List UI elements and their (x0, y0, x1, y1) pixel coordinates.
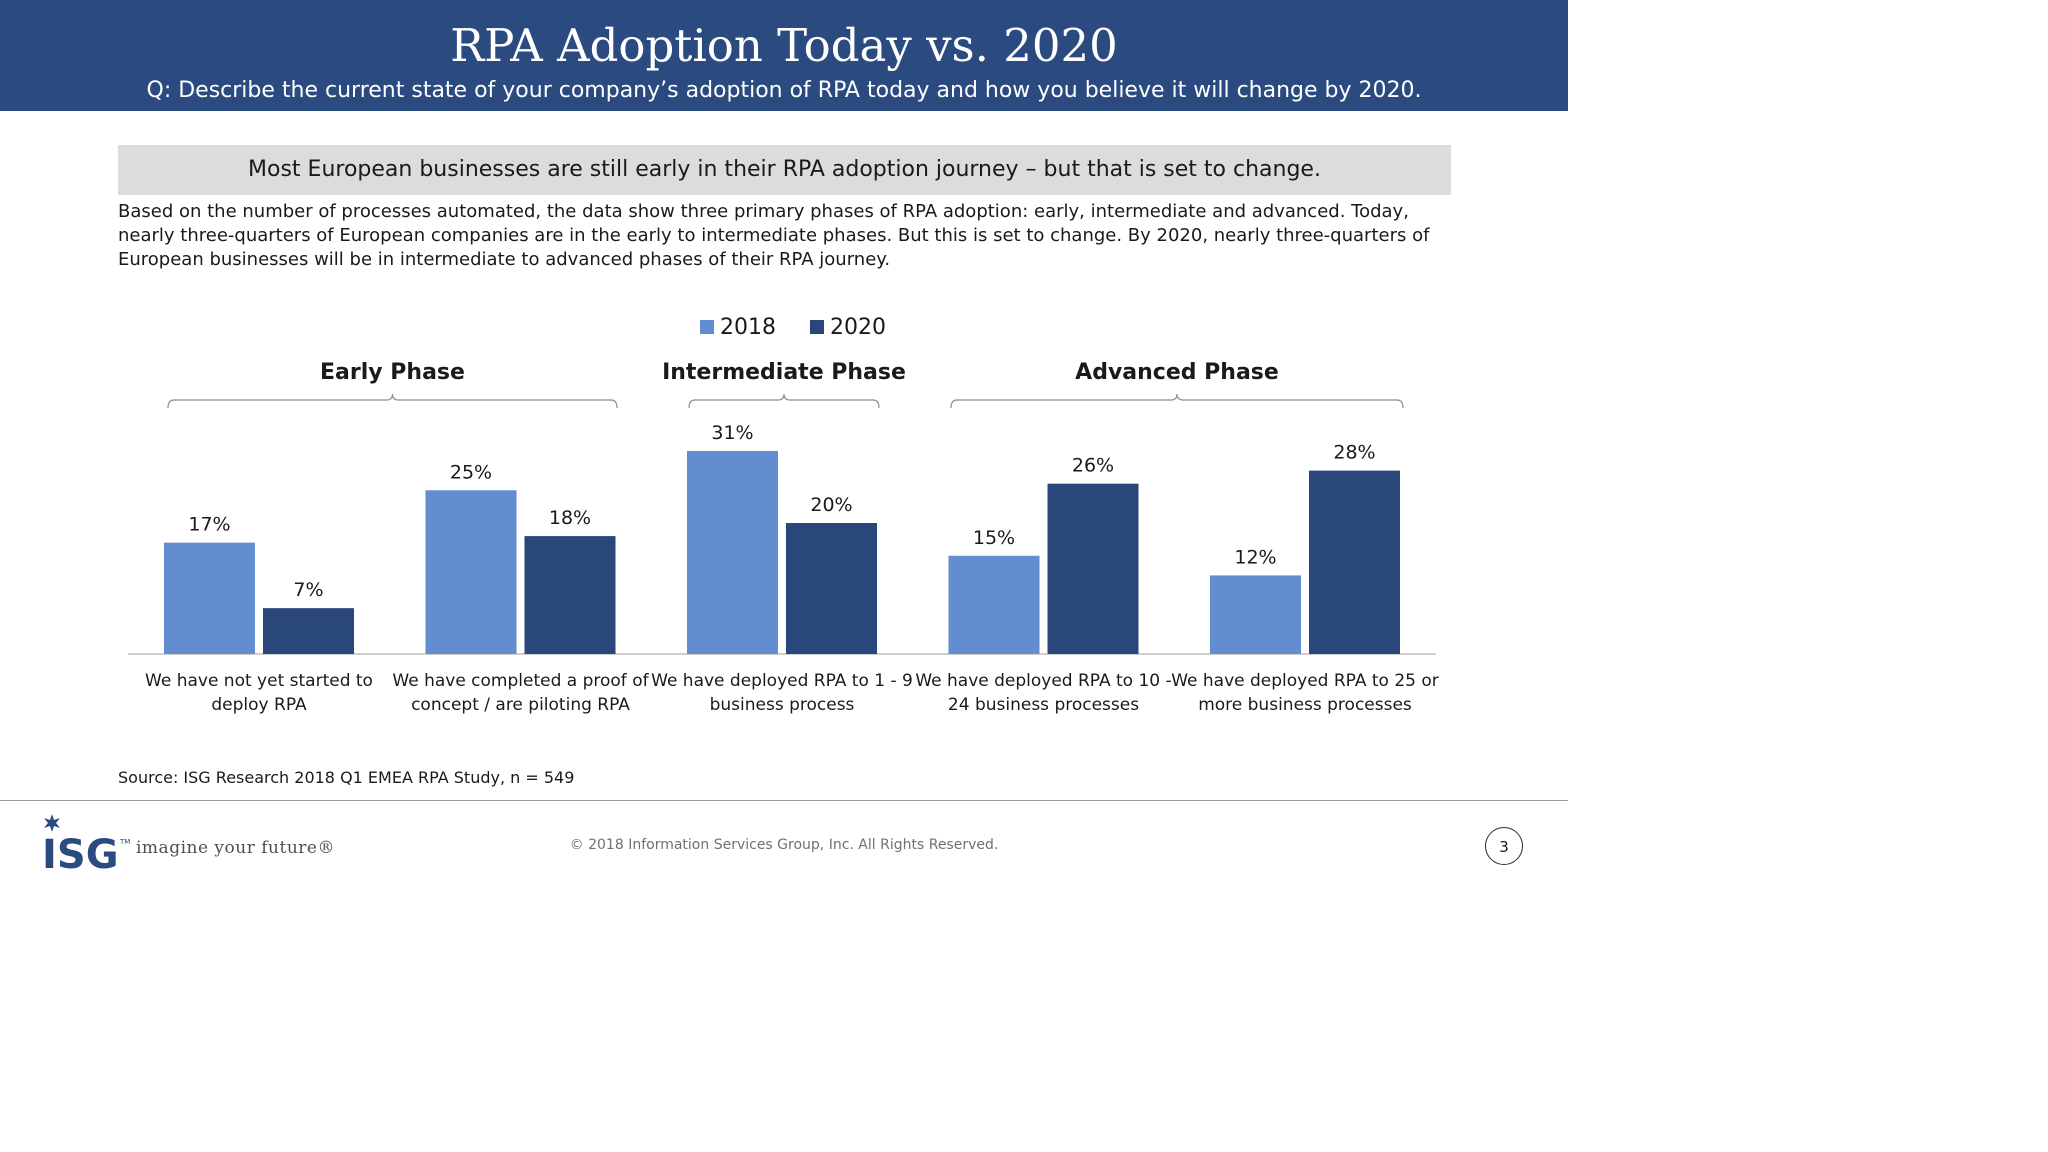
legend-label-2020: 2020 (830, 314, 886, 340)
phase-brace (688, 393, 880, 409)
data-label: 20% (810, 494, 852, 516)
svg-text:TM: TM (119, 838, 130, 846)
phase-label: Early Phase (320, 360, 465, 385)
tagline: imagine your future® (136, 838, 335, 858)
bar-2018 (948, 555, 1040, 654)
footer-divider (0, 800, 1568, 801)
chart-legend: 2018 2020 (700, 312, 920, 342)
description-paragraph: Based on the number of processes automat… (118, 200, 1448, 272)
category-label: We have not yet started to (145, 671, 373, 691)
bar-2018 (164, 542, 255, 654)
phase-brace (950, 393, 1404, 409)
data-label: 26% (1072, 455, 1114, 477)
page-number: 3 (1485, 827, 1523, 865)
bar-2020 (263, 608, 354, 654)
legend-item-2018: 2018 (700, 315, 776, 340)
data-label: 15% (973, 527, 1015, 549)
bar-2020 (1309, 470, 1400, 654)
key-finding-banner: Most European businesses are still early… (118, 145, 1451, 195)
data-label: 12% (1234, 546, 1276, 568)
phase-label: Intermediate Phase (662, 360, 906, 385)
category-label: concept / are piloting RPA (411, 695, 630, 715)
bar-2018 (425, 490, 517, 654)
svg-text:ISG: ISG (42, 832, 119, 872)
data-label: 17% (188, 514, 230, 536)
category-label: deploy RPA (211, 695, 307, 715)
data-label: 18% (549, 507, 591, 529)
bar-2018 (1210, 575, 1301, 654)
legend-label-2018: 2018 (720, 314, 776, 340)
legend-swatch-2018 (700, 320, 714, 334)
category-label: business process (710, 695, 855, 715)
bar-2018 (687, 450, 778, 654)
phase-brace (167, 393, 618, 409)
category-label: more business processes (1198, 695, 1412, 715)
bar-2020 (1047, 483, 1139, 654)
category-label: We have deployed RPA to 1 - 9 (651, 671, 913, 691)
description-line: nearly three-quarters of European compan… (118, 225, 1430, 246)
isg-logo: ISG TM (42, 814, 130, 872)
source-note: Source: ISG Research 2018 Q1 EMEA RPA St… (118, 768, 575, 787)
bar-chart: 17% 7% We have not yet started to deploy RP… (128, 360, 1439, 715)
data-label: 7% (293, 579, 323, 601)
category-label: 24 business processes (948, 695, 1139, 715)
phase-label: Advanced Phase (1075, 360, 1279, 385)
description-line: Based on the number of processes automat… (118, 201, 1409, 222)
legend-item-2020: 2020 (810, 315, 886, 340)
description-line: European businesses will be in intermedi… (118, 249, 891, 270)
data-label: 28% (1333, 442, 1375, 464)
legend-swatch-2020 (810, 320, 824, 334)
data-label: 31% (711, 422, 753, 444)
category-label: We have completed a proof of (392, 671, 649, 691)
bar-2020 (786, 523, 877, 654)
bar-2020 (524, 536, 616, 654)
header-bar: RPA Adoption Today vs. 2020 Q: Describe … (0, 0, 1568, 111)
copyright-notice: © 2018 Information Services Group, Inc. … (569, 837, 999, 853)
survey-question: Q: Describe the current state of your co… (146, 78, 1422, 103)
page-title: RPA Adoption Today vs. 2020 (450, 19, 1118, 72)
category-label: We have deployed RPA to 10 - (915, 671, 1171, 691)
data-label: 25% (450, 461, 492, 483)
category-label: We have deployed RPA to 25 or (1171, 671, 1439, 691)
